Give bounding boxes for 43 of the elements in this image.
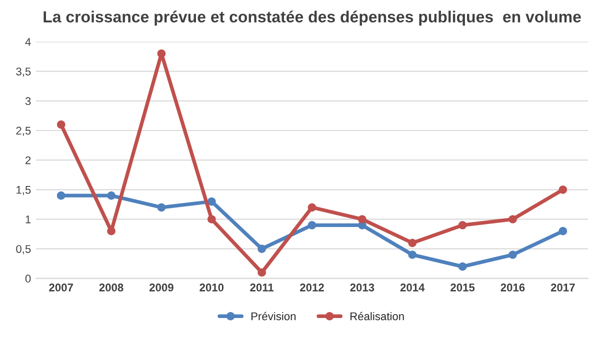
- legend-label: Réalisation: [350, 312, 404, 320]
- point: [56, 191, 66, 200]
- x-tick-label: 2009: [149, 284, 174, 292]
- y-tick-label: 1: [26, 216, 31, 224]
- x-tick-label: 2007: [49, 284, 73, 292]
- point: [258, 268, 266, 277]
- x-tick-label: 2014: [400, 284, 425, 292]
- point: [308, 203, 316, 212]
- point: [207, 197, 216, 206]
- x-tick-label: 2008: [99, 284, 124, 292]
- x-tick-label: 2011: [250, 284, 274, 292]
- point: [458, 220, 467, 230]
- point: [508, 250, 517, 259]
- point: [258, 244, 266, 253]
- y-tick-label: 1,5: [16, 186, 31, 196]
- y-tick-label: 2,5: [16, 126, 31, 136]
- point: [458, 262, 467, 271]
- y-tick-label: 0,5: [16, 245, 31, 254]
- point: [508, 215, 517, 224]
- point: [408, 238, 417, 248]
- point: [308, 220, 316, 230]
- point: [558, 185, 568, 194]
- point: [408, 250, 417, 259]
- point: [157, 203, 166, 212]
- x-tick-label: 2010: [200, 284, 224, 292]
- x-tick-label: 2016: [500, 284, 525, 292]
- x-tick-label: 2013: [350, 284, 374, 292]
- y-tick-label: 3,5: [16, 68, 31, 77]
- point: [558, 226, 568, 236]
- point: [56, 120, 66, 129]
- y-tick-label: 2: [26, 156, 31, 164]
- legend-label: Prévision: [251, 312, 296, 320]
- y-tick-label: 3: [25, 97, 31, 106]
- x-tick-label: 2017: [550, 284, 575, 292]
- y-tick-label: 0: [25, 274, 31, 283]
- point: [157, 49, 166, 58]
- point: [358, 215, 366, 224]
- y-tick-label: 4: [25, 38, 31, 46]
- chart-title: La croissance prévue et constatée des dépenses publiques en volume: [44, 10, 581, 26]
- point: [107, 191, 116, 200]
- point: [207, 215, 216, 224]
- x-tick-label: 2015: [450, 284, 475, 292]
- x-tick-label: 2012: [300, 284, 324, 292]
